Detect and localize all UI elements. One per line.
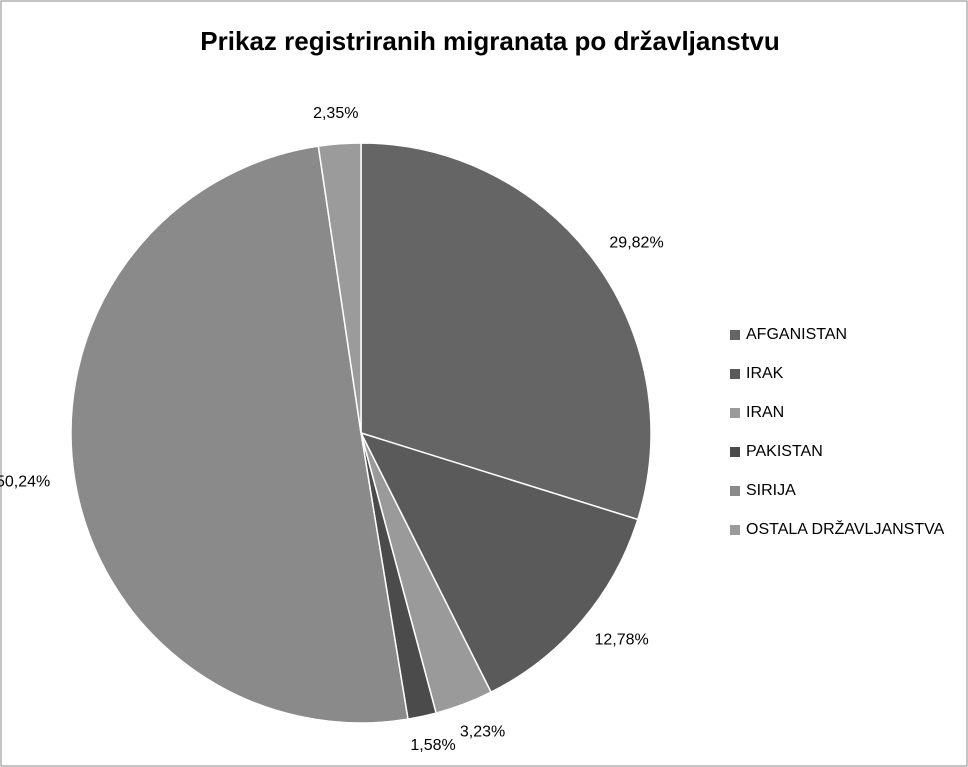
legend-swatch [730, 330, 740, 340]
data-label: 29,82% [609, 235, 663, 252]
legend-label: AFGANISTAN [746, 326, 847, 343]
legend-label: SIRIJA [746, 482, 796, 499]
data-label: 1,58% [410, 737, 455, 754]
legend-label: IRAK [746, 365, 784, 382]
legend-swatch [730, 447, 740, 457]
legend-swatch [730, 408, 740, 418]
data-label: 50,24% [0, 474, 50, 491]
legend-label: PAKISTAN [746, 443, 823, 460]
legend-label: IRAN [746, 404, 784, 421]
data-label: 3,23% [460, 723, 505, 740]
legend-swatch [730, 486, 740, 496]
legend-swatch [730, 525, 740, 535]
data-label: 12,78% [594, 631, 648, 648]
legend-swatch [730, 369, 740, 379]
pie-slice [359, 431, 639, 694]
pie-slice [360, 142, 652, 521]
pie-slice [70, 145, 409, 724]
data-label: 2,35% [313, 105, 358, 122]
pie-slice [317, 142, 362, 434]
chart-title: Prikaz registriranih migranata po državl… [200, 26, 779, 56]
legend-label: OSTALA DRŽAVLJANSTVA [746, 519, 945, 538]
